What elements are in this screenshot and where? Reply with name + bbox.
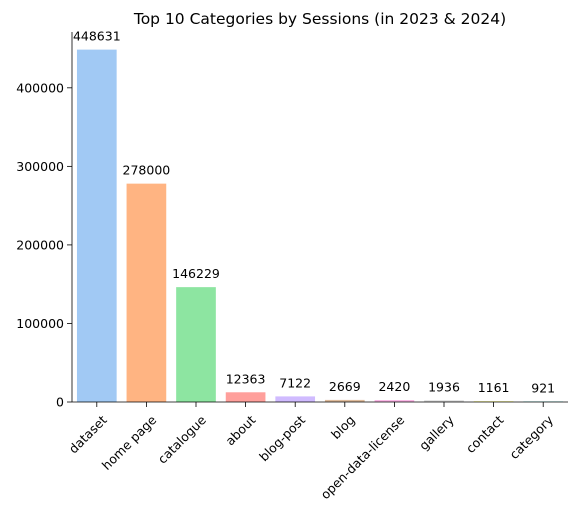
y-tick-label: 300000 [16,159,64,174]
x-tick-label: open-data-license [317,412,407,502]
bar-blog [324,399,365,402]
chart-title: Top 10 Categories by Sessions (in 2023 &… [133,10,506,28]
x-tick-label: gallery [416,412,457,453]
data-label: 12363 [226,371,266,386]
y-tick-label: 400000 [16,80,64,95]
data-label: 2669 [329,379,361,394]
bar-gallery [424,400,464,402]
x-tick-label: dataset [66,412,110,456]
data-label: 2420 [378,379,410,394]
x-tick-label: blog-post [256,412,308,464]
x-tick-label: category [506,412,556,462]
y-tick-label: 100000 [16,316,64,331]
bar-about [225,392,266,402]
y-tick-label: 200000 [16,237,64,252]
bar-home-page [126,183,167,402]
bar-contact [473,401,514,402]
x-tick-label: contact [463,412,507,456]
data-label: 7122 [279,375,311,390]
data-label: 1936 [428,379,460,394]
data-label: 448631 [73,29,121,44]
x-tick-label: catalogue [155,412,209,466]
data-label: 146229 [172,266,220,281]
bar-dataset [76,49,117,402]
bar-catalogue [176,287,216,402]
bar-blog-post [275,396,316,402]
x-tick-label: about [222,412,258,448]
bars-layer [76,49,564,402]
data-labels-layer: 448631 278000 146229 12363 7122 2669 2420 1936 1… [73,29,555,396]
data-label: 1161 [478,380,510,395]
x-tick-label: blog [328,412,358,442]
data-label: 921 [531,380,555,395]
data-label: 278000 [123,163,171,178]
bar-open-data-license [374,400,415,402]
y-tick-label: 0 [56,395,64,410]
